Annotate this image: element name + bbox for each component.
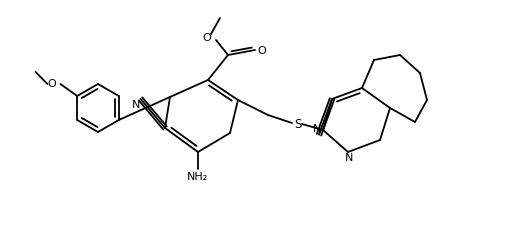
Text: O: O [258,46,266,56]
Text: S: S [294,118,301,132]
Text: N: N [131,100,140,110]
Text: O: O [203,33,212,43]
Text: O: O [47,79,56,89]
Text: N: N [345,153,353,163]
Text: NH₂: NH₂ [188,172,208,182]
Text: N: N [313,124,321,134]
